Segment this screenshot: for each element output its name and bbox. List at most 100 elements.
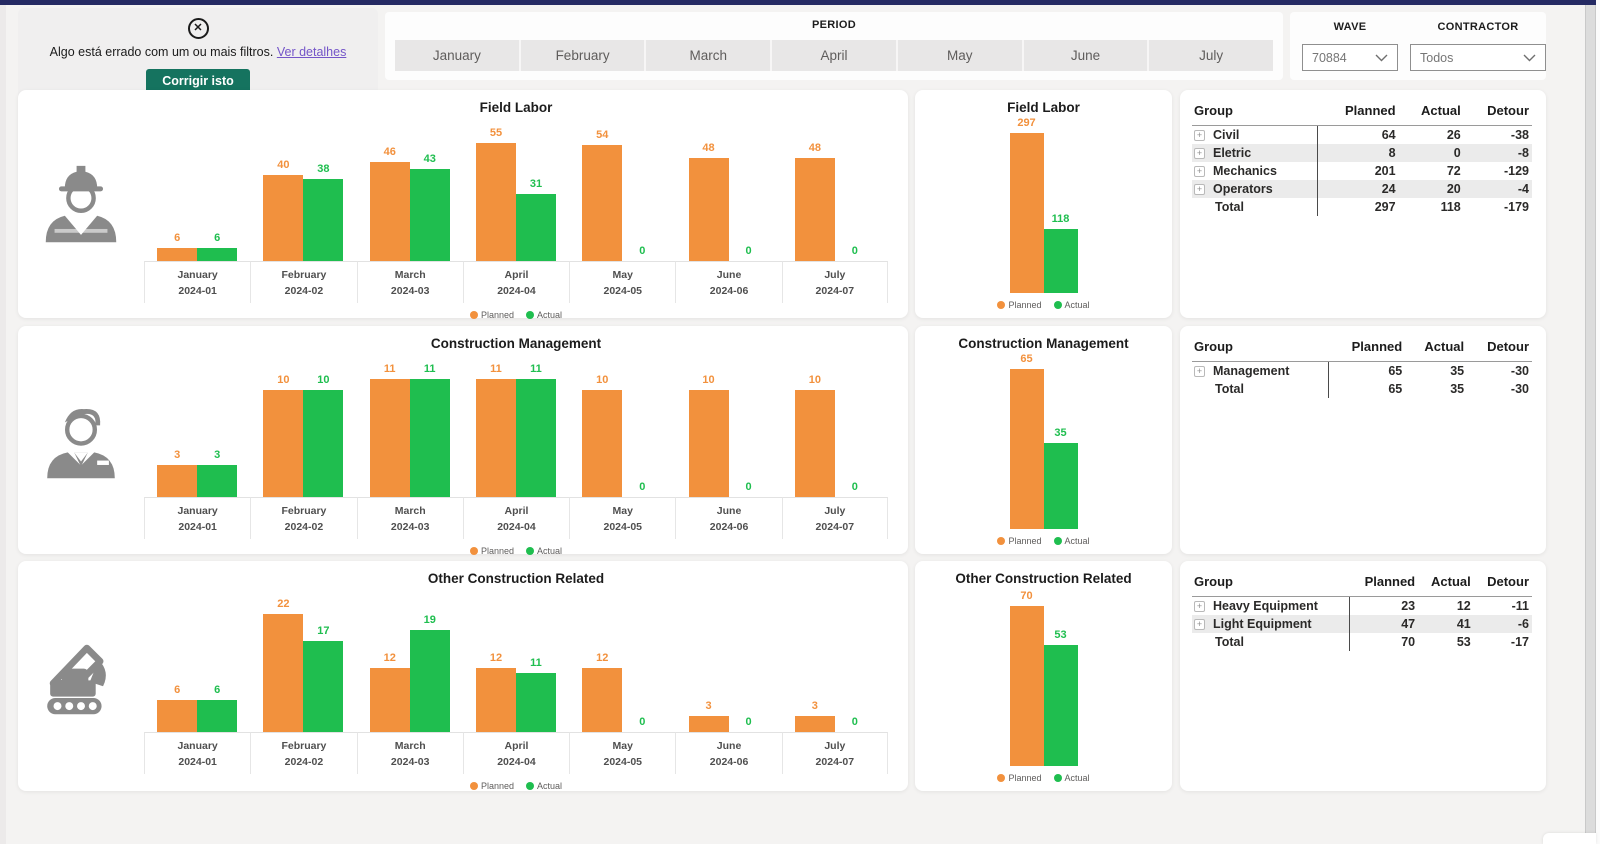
period-month-february[interactable]: February xyxy=(520,40,647,71)
planned-bar[interactable]: 10 xyxy=(688,374,729,497)
wave-dropdown[interactable]: 70884 xyxy=(1302,44,1398,71)
period-month-march[interactable]: March xyxy=(646,40,773,71)
expand-icon[interactable]: + xyxy=(1194,601,1205,612)
top-accent-bar xyxy=(0,0,1600,5)
planned-bar[interactable]: 12 xyxy=(369,652,410,732)
planned-bar[interactable]: 10 xyxy=(794,374,835,497)
expand-icon[interactable]: + xyxy=(1194,130,1205,141)
detour-cell: -17 xyxy=(1510,635,1529,649)
view-details-link[interactable]: Ver detalhes xyxy=(276,45,347,59)
actual-bar[interactable]: 38 xyxy=(303,163,344,261)
actual-bar[interactable]: 43 xyxy=(409,153,450,261)
legend-label-planned: Planned xyxy=(1008,536,1042,546)
planned-value-label: 3 xyxy=(705,700,712,712)
planned-bar[interactable]: 6 xyxy=(157,684,198,732)
actual-bar[interactable]: 3 xyxy=(197,449,238,497)
planned-bar[interactable]: 11 xyxy=(369,363,410,497)
group-table-other-construction-related: Group Planned Actual Detour + Heavy Equipment… xyxy=(1192,571,1532,651)
bar-pair: 48 0 xyxy=(782,127,888,261)
bar-pair: 12 11 xyxy=(463,598,569,732)
actual-bar[interactable]: 31 xyxy=(515,178,556,261)
chart-title: Construction Management xyxy=(958,336,1129,351)
axis-label-code: 2024-04 xyxy=(497,521,536,534)
column-header-detour: Detour xyxy=(1473,571,1532,597)
period-month-june[interactable]: June xyxy=(1023,40,1150,71)
period-month-july[interactable]: July xyxy=(1149,40,1274,71)
axis-label: July 2024-07 xyxy=(781,261,888,303)
category-axis: 3 3 January 2024-01 10 10 February 2024-02 11 11 M… xyxy=(144,363,888,539)
expand-icon[interactable]: + xyxy=(1194,166,1205,177)
planned-bar[interactable]: 54 xyxy=(582,129,623,261)
actual-bar[interactable]: 11 xyxy=(409,363,450,497)
filter-error-message: Algo está errado com um ou mais filtros. xyxy=(49,45,274,59)
actual-bar[interactable]: 6 xyxy=(197,684,238,732)
axis-label-month: June xyxy=(716,505,742,517)
planned-value-label: 12 xyxy=(489,652,503,664)
actual-cell: 35 xyxy=(1450,364,1465,378)
bar-pair: 54 0 xyxy=(569,127,675,261)
planned-value-label: 65 xyxy=(1020,353,1033,365)
planned-bar[interactable]: 3 xyxy=(157,449,198,497)
planned-bar[interactable]: 3 xyxy=(794,700,835,732)
expand-icon[interactable]: + xyxy=(1194,184,1205,195)
planned-bar[interactable]: 46 xyxy=(369,146,410,261)
actual-bar[interactable]: 53 xyxy=(1043,629,1078,766)
period-month-april[interactable]: April xyxy=(772,40,898,71)
expand-icon[interactable]: + xyxy=(1194,619,1205,630)
planned-cell: 64 xyxy=(1317,125,1399,144)
partially-visible-card xyxy=(1543,833,1596,844)
left-edge-strip xyxy=(0,5,6,844)
summary-chart-card-construction-management: Construction Management 65 35 Planned Actual xyxy=(915,326,1172,554)
table-total-row: Total 70 53 -17 xyxy=(1192,633,1532,651)
actual-bar[interactable]: 10 xyxy=(303,374,344,497)
expand-icon[interactable]: + xyxy=(1194,148,1205,159)
planned-bar[interactable]: 297 xyxy=(1009,117,1044,293)
planned-bar[interactable]: 12 xyxy=(582,652,623,732)
planned-bar[interactable]: 70 xyxy=(1009,590,1044,766)
planned-bar[interactable]: 48 xyxy=(688,142,729,261)
planned-bar[interactable]: 3 xyxy=(688,700,729,732)
axis-label-month: April xyxy=(504,740,529,752)
actual-bar[interactable]: 11 xyxy=(515,363,556,497)
category-2024-03: 12 19 March 2024-03 xyxy=(356,598,463,774)
planned-cell: 47 xyxy=(1348,615,1419,633)
actual-swatch-icon xyxy=(1053,301,1062,309)
legend-item-actual: Actual xyxy=(526,310,562,320)
expand-icon[interactable]: + xyxy=(1194,366,1205,377)
planned-bar[interactable]: 10 xyxy=(263,374,304,497)
column-header-actual: Actual xyxy=(1405,336,1468,362)
planned-bar[interactable]: 11 xyxy=(475,363,516,497)
planned-value-label: 3 xyxy=(174,449,181,461)
fix-this-button[interactable]: Corrigir isto xyxy=(146,69,250,93)
actual-bar[interactable]: 118 xyxy=(1043,213,1078,293)
planned-cell: 23 xyxy=(1348,596,1419,615)
actual-bar[interactable]: 19 xyxy=(409,614,450,732)
planned-bar[interactable]: 40 xyxy=(263,159,304,261)
contractor-dropdown[interactable]: Todos xyxy=(1410,44,1546,71)
planned-bar[interactable]: 12 xyxy=(475,652,516,732)
table-total-row: Total 297 118 -179 xyxy=(1192,198,1532,216)
actual-cell: 12 xyxy=(1456,599,1471,613)
summary-chart-construction-management: Construction Management 65 35 Planned Actual xyxy=(915,326,1172,554)
vertical-scrollbar[interactable] xyxy=(1585,5,1596,844)
planned-bar[interactable]: 10 xyxy=(582,374,623,497)
actual-bar[interactable]: 17 xyxy=(303,625,344,732)
planned-bar[interactable]: 65 xyxy=(1009,353,1044,529)
actual-swatch-icon xyxy=(1053,774,1062,782)
planned-value-label: 48 xyxy=(808,142,821,154)
actual-cell: 20 xyxy=(1446,182,1461,196)
planned-bar[interactable]: 55 xyxy=(475,127,516,261)
actual-bar[interactable]: 11 xyxy=(515,657,556,732)
period-month-may[interactable]: May xyxy=(897,40,1024,71)
actual-cell: 41 xyxy=(1456,617,1471,631)
planned-bar[interactable]: 22 xyxy=(263,598,304,732)
planned-bar[interactable]: 6 xyxy=(157,232,198,261)
group-name: Eletric xyxy=(1213,146,1252,160)
period-month-january[interactable]: January xyxy=(395,40,521,71)
actual-bar[interactable]: 6 xyxy=(197,232,238,261)
axis-label-code: 2024-05 xyxy=(603,521,643,534)
axis-label-code: 2024-01 xyxy=(178,521,217,534)
planned-bar[interactable]: 48 xyxy=(794,142,835,261)
actual-bar[interactable]: 35 xyxy=(1043,427,1078,529)
